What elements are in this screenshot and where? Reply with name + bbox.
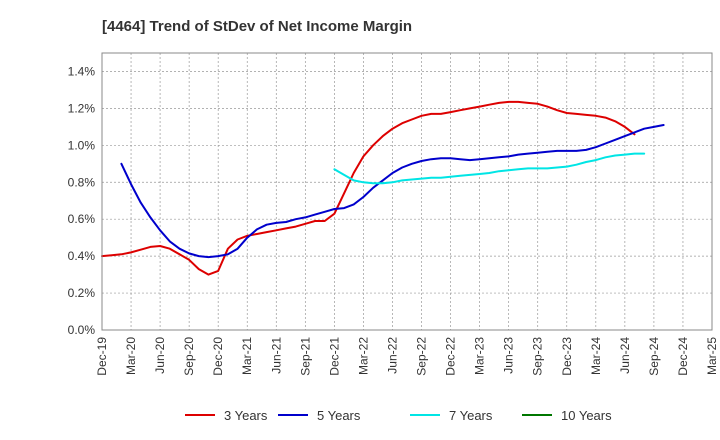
- x-tick-label: Mar-24: [589, 337, 603, 375]
- legend-label: 7 Years: [449, 408, 493, 423]
- y-tick-label: 0.0%: [68, 323, 96, 337]
- y-tick-label: 0.6%: [68, 212, 96, 226]
- y-tick-label: 1.4%: [68, 64, 96, 78]
- x-tick-label: Mar-23: [473, 337, 487, 375]
- x-tick-label: Dec-22: [444, 337, 458, 376]
- series-line: [101, 100, 636, 276]
- x-tick-label: Sep-23: [531, 337, 545, 376]
- legend-label: 5 Years: [317, 408, 361, 423]
- legend-label: 10 Years: [561, 408, 612, 423]
- x-axis-ticks: Dec-19 Mar-20 Jun-20 Sep-20 Dec-20 Mar-21 Jun-…: [95, 337, 719, 376]
- legend: 3 Years 5 Years 7 Years 10 Years: [185, 408, 612, 423]
- y-tick-label: 0.8%: [68, 175, 96, 189]
- x-tick-label: Jun-21: [269, 337, 283, 374]
- y-tick-label: 0.4%: [68, 249, 96, 263]
- x-tick-label: Sep-24: [647, 337, 661, 376]
- x-tick-label: Dec-23: [560, 337, 574, 376]
- x-tick-label: Sep-22: [415, 337, 429, 376]
- x-tick-label: Dec-19: [95, 337, 109, 376]
- x-tick-label: Jun-20: [153, 337, 167, 374]
- x-tick-label: Mar-22: [356, 337, 370, 375]
- x-tick-label: Jun-24: [618, 337, 632, 374]
- x-tick-label: Jun-22: [385, 337, 399, 374]
- series-line: [333, 152, 646, 185]
- x-tick-label: Dec-21: [327, 337, 341, 376]
- y-tick-label: 0.2%: [68, 286, 96, 300]
- x-tick-label: Dec-24: [676, 337, 690, 376]
- x-tick-label: Sep-20: [182, 337, 196, 376]
- x-tick-label: Mar-25: [705, 337, 719, 375]
- plot-frame: [101, 52, 713, 331]
- series-line: [120, 124, 665, 259]
- x-tick-label: Mar-21: [240, 337, 254, 375]
- x-tick-label: Mar-20: [124, 337, 138, 375]
- x-tick-label: Jun-23: [502, 337, 516, 374]
- series-layer: [101, 100, 665, 276]
- y-tick-label: 1.2%: [68, 101, 96, 115]
- x-tick-label: Sep-21: [298, 337, 312, 376]
- chart-title: [4464] Trend of StDev of Net Income Marg…: [102, 18, 412, 35]
- legend-label: 3 Years: [224, 408, 268, 423]
- x-tick-label: Dec-20: [211, 337, 225, 376]
- y-axis-ticks: 0.0% 0.2% 0.4% 0.6% 0.8% 1.0% 1.2% 1.4%: [68, 64, 96, 337]
- grid: [102, 53, 712, 330]
- y-tick-label: 1.0%: [68, 138, 96, 152]
